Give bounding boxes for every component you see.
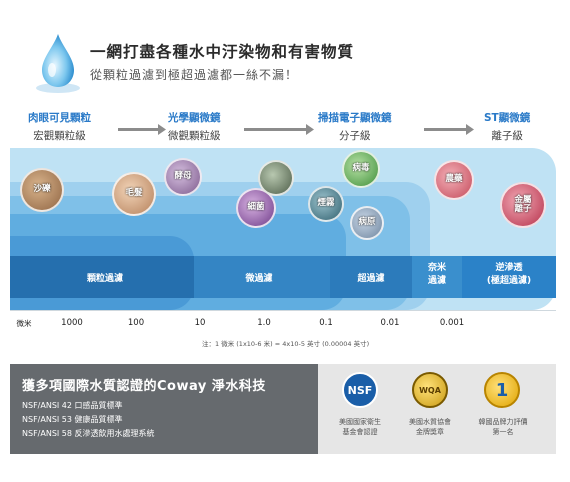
axis-tick: 100: [127, 318, 145, 328]
filter-particle-label: 顆粒過濾: [86, 274, 123, 284]
scale-ionic: ST顯微鏡 離子級: [484, 112, 531, 142]
axis-line: [10, 310, 556, 311]
page-subtitle: 從顆粒過濾到極超過濾都一絲不漏！: [90, 68, 299, 82]
axis-unit: 微米: [16, 319, 32, 328]
page-title: 一網打盡各種水中汙染物和有害物質: [90, 43, 355, 61]
cert-item: NSF/ANSI 42 口感品質標準: [22, 401, 123, 410]
axis-tick: 10: [194, 318, 206, 328]
filter-micro-label: 微過濾: [245, 274, 273, 284]
cert-title: 獲多項國際水質認證的Coway 淨水科技: [22, 379, 266, 394]
scale-molecular: 掃描電子顯微鏡 分子級: [318, 112, 392, 142]
metal-ion-bubble: 金屬 離子: [500, 182, 546, 228]
yeast-bubble: 酵母: [164, 158, 202, 196]
scale-macro: 肉眼可見顆粒 宏觀顆粒級: [28, 112, 91, 142]
pesticide-bubble: 農藥: [434, 160, 474, 200]
axis-tick: 1000: [61, 318, 83, 328]
filter-nano-label: 奈米 過濾: [427, 263, 446, 286]
wqa-gold-seal: WQA: [412, 372, 448, 408]
axis-tick: 1.0: [257, 318, 271, 328]
pathogen-bubble: 病原: [350, 206, 384, 240]
filter-ro-label: 逆滲透 (極超過濾): [486, 263, 532, 286]
nsf-logo: NSF: [342, 372, 378, 408]
brand-rank-one-badge: 1: [484, 372, 520, 408]
filter-ultra-label: 超過濾: [357, 274, 385, 284]
smoke-bubble: 煙霧: [308, 186, 344, 222]
filter-ultra-cell: [330, 256, 412, 298]
hair-bubble: 毛髮: [112, 172, 156, 216]
water-drop-icon: [36, 34, 80, 93]
axis-tick: 0.01: [380, 318, 400, 328]
brand-rank-caption: 韓國品牌力評價 第一名: [478, 418, 528, 436]
filter-nano-cell: [412, 256, 462, 298]
filter-ro-cell: [462, 256, 556, 298]
wqa-caption: 美國水質協會 金牌獎章: [409, 418, 451, 436]
scale-arrows: [118, 124, 474, 135]
microbe-bubble: [258, 160, 294, 196]
sand-bubble: 沙礫: [20, 168, 64, 212]
filter-particle-cell: [10, 256, 194, 298]
unit-note: 注：1 微米 (1x10-6 米) = 4x10-5 英寸 (0.00004 英…: [202, 340, 370, 348]
axis-tick: 0.1: [319, 318, 333, 328]
axis-tick: 0.001: [439, 318, 465, 328]
scale-micro: 光學顯微鏡 微觀顆粒級: [168, 112, 221, 142]
cert-item: NSF/ANSI 53 健康品質標準: [22, 415, 123, 424]
filter-micro-cell: [194, 256, 330, 298]
bacteria-bubble: 細菌: [236, 188, 276, 228]
nsf-caption: 美國國家衛生 基金會認證: [339, 418, 381, 436]
cert-item: NSF/ANSI 58 反滲透飲用水處理系統: [22, 429, 155, 438]
virus-bubble: 病毒: [342, 150, 380, 188]
